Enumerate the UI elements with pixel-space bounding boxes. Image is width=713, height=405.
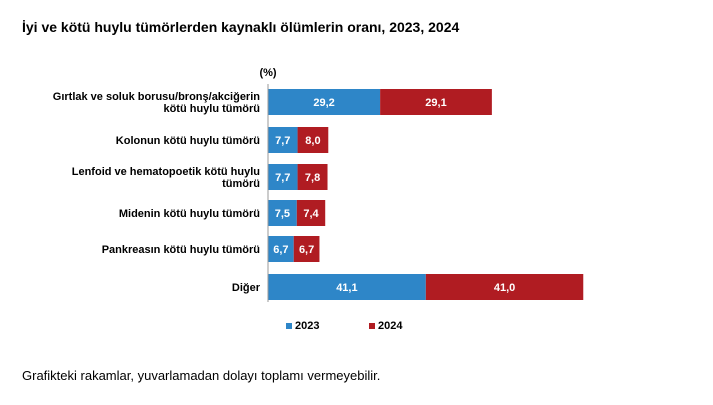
bar-2023 [268, 127, 298, 153]
bar-2024 [380, 89, 492, 115]
bar-value-label: 29,2 [313, 97, 334, 109]
bar-2024 [297, 127, 329, 153]
category-label: Lenfoid ve hematopoetik kötü huylu [72, 166, 260, 178]
unit-label: (%) [259, 67, 276, 79]
bar-value-label: 7,8 [305, 172, 320, 184]
bar-2024 [296, 200, 326, 226]
bar-2023 [268, 274, 426, 300]
bar-2023 [268, 200, 297, 226]
bar-value-label: 29,1 [425, 97, 446, 109]
bar-2024 [297, 164, 328, 190]
bar-value-label: 7,7 [275, 135, 290, 147]
category-label: Pankreasın kötü huylu tümörü [102, 244, 260, 256]
category-label: Diğer [232, 282, 261, 294]
bar-value-label: 6,7 [273, 244, 288, 256]
legend-label-2023: 2023 [295, 320, 319, 332]
legend-swatch-2024 [369, 323, 375, 329]
footnote: Grafikteki rakamlar, yuvarlamadan dolayı… [22, 368, 381, 383]
bar-value-label: 41,1 [336, 282, 357, 294]
bar-value-label: 8,0 [305, 135, 320, 147]
bar-2023 [268, 89, 381, 115]
category-label: kötü huylu tümörü [163, 103, 260, 115]
bar-value-label: 6,7 [299, 244, 314, 256]
bar-value-label: 7,4 [303, 208, 319, 220]
bar-2024 [425, 274, 584, 300]
bar-value-label: 7,5 [275, 208, 290, 220]
bar-value-label: 7,7 [275, 172, 290, 184]
legend-label-2024: 2024 [378, 320, 403, 332]
bar-2024 [293, 236, 320, 262]
category-label: Kolonun kötü huylu tümörü [116, 135, 260, 147]
category-label: Midenin kötü huylu tümörü [119, 208, 260, 220]
bar-2023 [268, 236, 294, 262]
bar-value-label: 41,0 [494, 282, 515, 294]
legend-swatch-2023 [286, 323, 292, 329]
bar-2023 [268, 164, 298, 190]
chart-title: İyi ve kötü huylu tümörlerden kaynaklı ö… [22, 19, 460, 35]
category-label: tümörü [222, 178, 260, 190]
category-label: Gırtlak ve soluk borusu/bronş/akciğerin [53, 91, 261, 103]
